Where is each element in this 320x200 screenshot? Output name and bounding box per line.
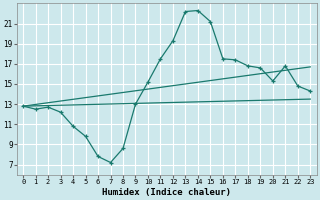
X-axis label: Humidex (Indice chaleur): Humidex (Indice chaleur): [102, 188, 231, 197]
